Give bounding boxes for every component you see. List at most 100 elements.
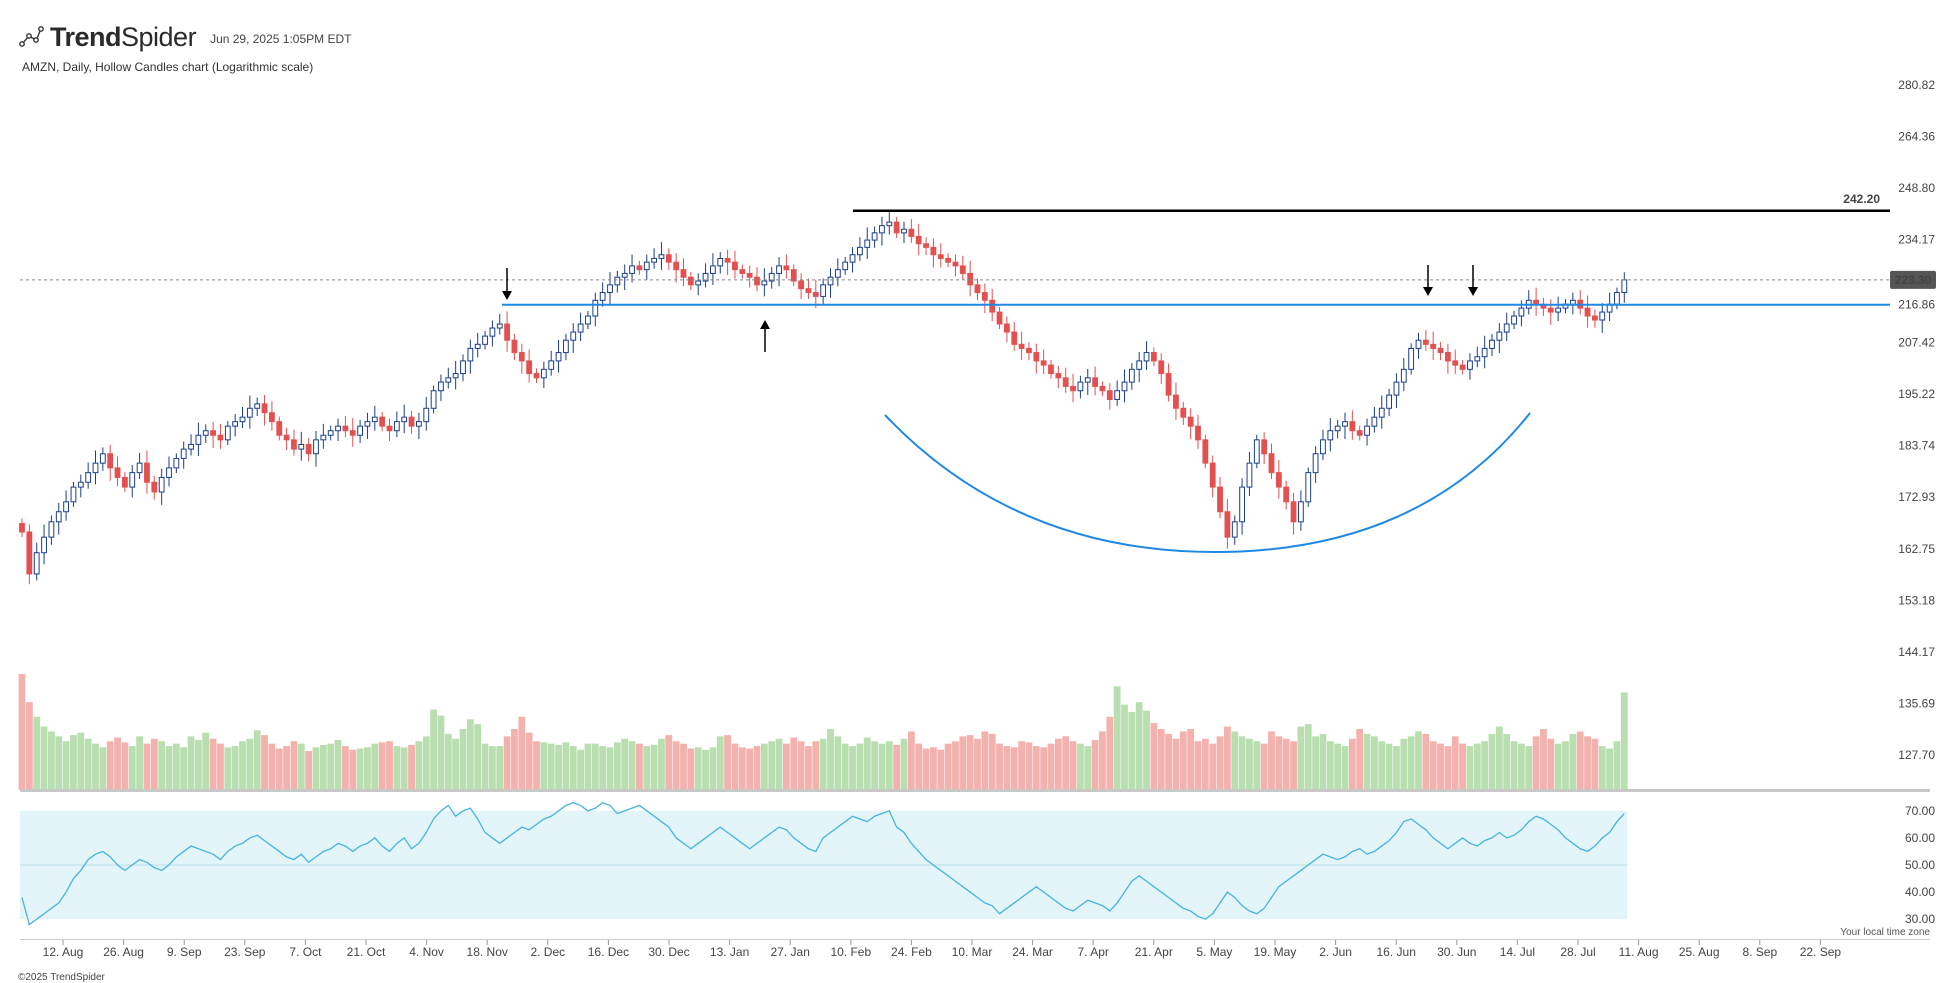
candle-body	[482, 335, 488, 345]
price-tick-label: 127.70	[1898, 748, 1935, 762]
price-tick-label: 216.86	[1898, 298, 1935, 312]
volume-bar	[209, 738, 217, 790]
volume-bar	[1319, 733, 1327, 790]
candle-body	[320, 434, 327, 441]
candle-body	[1298, 501, 1304, 523]
volume-bar	[1466, 746, 1474, 790]
candle-body	[592, 299, 599, 317]
volume-bar	[827, 729, 834, 790]
candle-body	[945, 257, 952, 263]
candle-body	[107, 453, 114, 469]
volume-bar	[783, 743, 790, 790]
x-tick-label: 7. Apr	[1078, 945, 1109, 959]
candle-body	[1305, 472, 1312, 503]
candle-body	[879, 225, 885, 234]
candle-body	[357, 425, 364, 436]
candle-body	[26, 531, 33, 575]
candle-body	[335, 425, 341, 432]
candle-body	[1136, 360, 1143, 370]
candle-body	[1422, 339, 1429, 345]
last-price-tag	[1890, 270, 1936, 289]
candle-body	[1018, 343, 1025, 349]
candle-body	[1070, 385, 1076, 392]
candle-body	[1128, 368, 1135, 383]
candle-body	[1364, 425, 1370, 436]
candle-body	[739, 269, 746, 274]
volume-bar	[503, 736, 511, 790]
volume-bar	[1201, 738, 1209, 790]
candle-body	[710, 265, 716, 274]
volume-bar	[636, 743, 643, 790]
volume-bar	[709, 747, 717, 790]
volume-bar	[937, 749, 945, 790]
candle-body	[166, 467, 172, 478]
volume-bar	[1054, 738, 1062, 790]
volume-bar	[819, 738, 827, 790]
candle-body	[342, 425, 349, 432]
price-tick-label: 153.18	[1898, 593, 1935, 607]
candle-body	[621, 272, 628, 278]
candle-body	[1092, 377, 1098, 387]
volume-bar	[1591, 738, 1599, 790]
candle-body	[298, 443, 305, 450]
candle-body	[871, 232, 878, 241]
candle-body	[158, 476, 165, 493]
candle-body	[430, 390, 437, 409]
x-tick-label: 21. Apr	[1135, 945, 1173, 959]
candle-body	[952, 261, 959, 267]
x-tick-label: 19. May	[1254, 945, 1297, 959]
volume-bar	[1598, 746, 1606, 790]
candle-body	[783, 265, 790, 271]
candle-body	[1459, 364, 1466, 370]
candle-body	[1040, 360, 1047, 366]
volume-bar	[658, 738, 665, 790]
volume-bar	[1260, 743, 1268, 790]
volume-bar	[1312, 736, 1319, 790]
candle-body	[629, 265, 635, 274]
volume-bar	[591, 743, 599, 790]
volume-bar	[1069, 741, 1077, 790]
candle-body	[269, 412, 275, 423]
volume-bar	[143, 743, 151, 790]
candle-body	[416, 421, 422, 427]
candle-body	[511, 339, 518, 354]
x-tick-label: 21. Oct	[347, 945, 386, 959]
price-tick-label: 144.17	[1898, 645, 1935, 659]
candle-body	[959, 265, 966, 274]
candle-body	[599, 292, 606, 301]
volume-bar	[297, 743, 305, 790]
candle-body	[313, 439, 319, 455]
x-tick-label: 27. Jan	[771, 945, 810, 959]
candle-body	[144, 462, 150, 483]
volume-bar	[1113, 686, 1121, 790]
candle-body	[1334, 425, 1341, 432]
candle-body	[518, 352, 525, 362]
x-tick-label: 24. Mar	[1012, 945, 1053, 959]
volume-bar	[283, 746, 290, 790]
volume-bar	[1363, 733, 1371, 790]
volume-bar	[606, 747, 614, 790]
volume-bar	[48, 731, 55, 790]
candle-body	[636, 265, 643, 271]
candle-body	[1033, 352, 1040, 362]
volume-bar	[1415, 731, 1422, 790]
volume-bar	[533, 741, 540, 790]
candle-body	[1584, 307, 1591, 317]
candle-body	[526, 360, 533, 375]
x-tick-label: 14. Jul	[1500, 945, 1535, 959]
price-tick-label: 195.22	[1898, 387, 1935, 401]
candle-body	[452, 373, 459, 379]
volume-bar	[62, 741, 70, 790]
volume-bar	[1437, 743, 1444, 790]
volume-bar	[1378, 741, 1386, 790]
candle-body	[92, 462, 99, 474]
rsi-tick-label: 30.00	[1905, 912, 1935, 926]
candle-body	[232, 421, 239, 427]
volume-bar	[1429, 741, 1437, 790]
x-tick-label: 2. Jun	[1319, 945, 1352, 959]
volume-bar	[790, 737, 798, 790]
candle-body	[1400, 368, 1407, 383]
candle-body	[1481, 347, 1488, 358]
volume-bar	[1304, 724, 1312, 790]
